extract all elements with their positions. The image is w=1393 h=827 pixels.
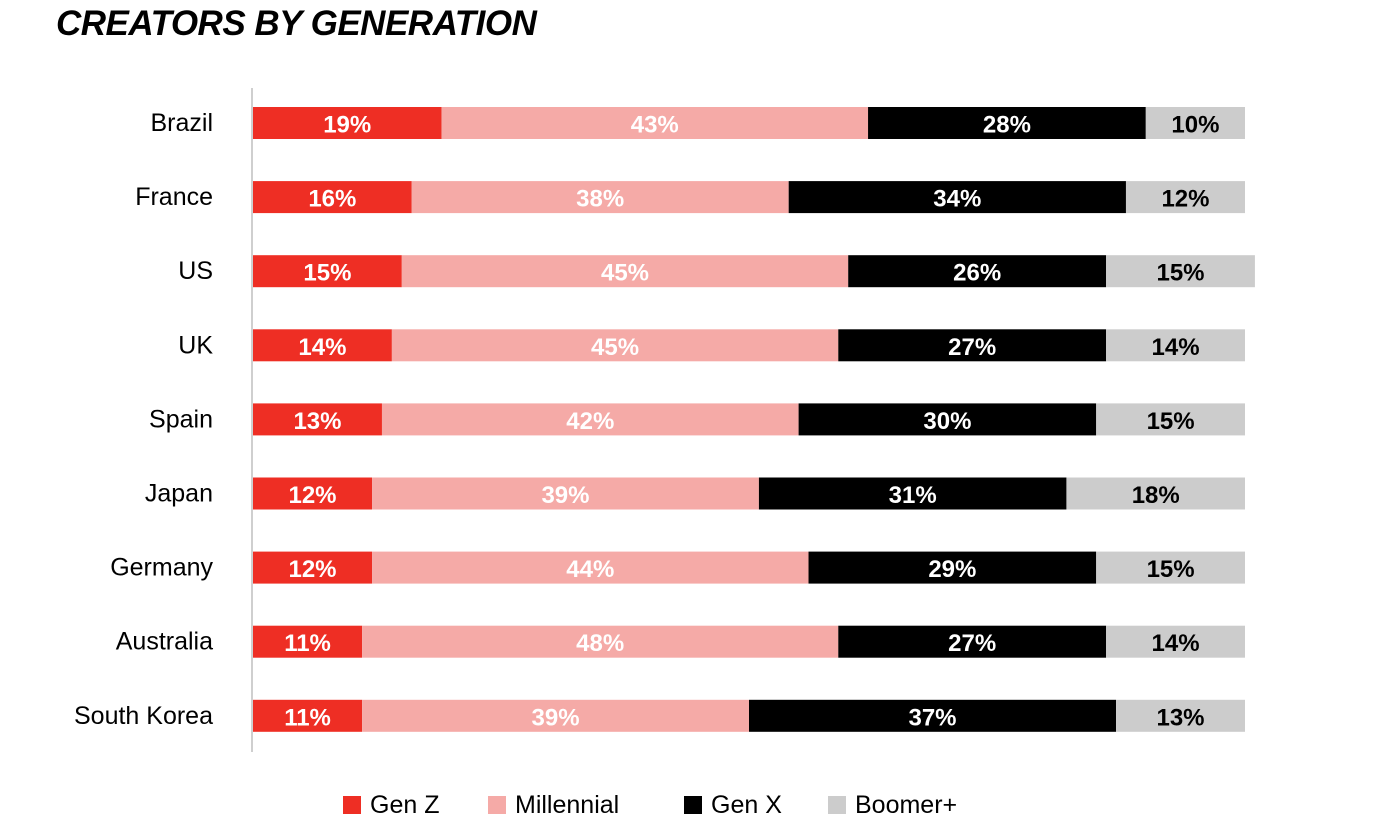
data-label-spain-gen-z: 13%	[293, 408, 341, 435]
data-label-us-gen-x: 26%	[953, 260, 1001, 287]
bar-japan-millennial	[372, 477, 759, 510]
data-label-australia-millennial: 48%	[576, 630, 624, 657]
bar-uk-gen-x	[838, 329, 1107, 362]
bar-germany-millennial	[372, 551, 809, 584]
data-label-japan-millennial: 39%	[541, 482, 589, 509]
data-label-brazil-gen-x: 28%	[983, 112, 1031, 139]
data-label-spain-boomer: 15%	[1147, 408, 1195, 435]
bar-france-gen-x	[788, 181, 1126, 214]
data-label-australia-gen-z: 11%	[284, 630, 331, 657]
bar-australia-gen-x	[838, 625, 1107, 658]
bar-spain-boomer	[1096, 403, 1245, 436]
bar-uk-gen-z	[253, 329, 392, 362]
bar-japan-boomer	[1066, 477, 1245, 510]
legend-swatch-boomer	[828, 796, 846, 814]
bars: 19% 43% 28% 10% 16% 38% 34% 12% 15% 45% 26% 15% 14% 4…	[253, 107, 1255, 732]
bar-uk-millennial	[391, 329, 839, 362]
bar-france-boomer	[1125, 181, 1245, 214]
bar-germany-gen-z	[253, 551, 373, 584]
bar-spain-gen-x	[798, 403, 1097, 436]
bar-france-gen-z	[253, 181, 412, 214]
data-label-australia-boomer: 14%	[1152, 630, 1200, 657]
category-label-brazil: Brazil	[150, 109, 213, 137]
data-label-spain-millennial: 42%	[566, 408, 614, 435]
data-label-france-gen-z: 16%	[308, 186, 356, 213]
data-label-japan-gen-x: 31%	[889, 482, 937, 509]
category-label-australia: Australia	[116, 628, 213, 656]
legend-swatch-gen-x	[684, 796, 702, 814]
category-label-south-korea: South Korea	[74, 702, 213, 730]
data-label-south-korea-millennial: 39%	[532, 704, 580, 731]
legend-label-millennial: Millennial	[515, 791, 619, 819]
bar-japan-gen-x	[758, 477, 1067, 510]
bar-us-millennial	[401, 255, 849, 288]
chart-title: CREATORS BY GENERATION	[56, 4, 537, 43]
data-label-uk-gen-x: 27%	[948, 334, 996, 361]
category-label-germany: Germany	[110, 554, 213, 582]
data-label-us-boomer: 15%	[1156, 260, 1204, 287]
bar-south-korea-millennial	[362, 699, 749, 732]
legend-label-gen-z: Gen Z	[370, 791, 439, 819]
data-label-brazil-gen-z: 19%	[323, 112, 371, 139]
category-label-uk: UK	[178, 331, 213, 359]
bar-south-korea-gen-x	[749, 699, 1117, 732]
bar-spain-gen-z	[253, 403, 382, 436]
data-label-us-millennial: 45%	[601, 260, 649, 287]
bar-brazil-millennial	[441, 107, 869, 139]
data-label-germany-gen-x: 29%	[928, 556, 976, 583]
category-label-japan: Japan	[145, 480, 213, 508]
legend-label-boomer: Boomer+	[855, 791, 957, 819]
data-label-australia-gen-x: 27%	[948, 630, 996, 657]
bar-australia-millennial	[362, 625, 839, 658]
bar-brazil-boomer	[1145, 107, 1245, 139]
data-label-germany-gen-z: 12%	[288, 556, 336, 583]
bar-south-korea-boomer	[1116, 699, 1245, 732]
legend-swatch-gen-z	[343, 796, 361, 814]
bar-france-millennial	[411, 181, 789, 214]
data-label-france-millennial: 38%	[576, 186, 624, 213]
bar-south-korea-gen-z	[253, 699, 363, 732]
category-label-us: US	[178, 257, 213, 285]
bar-germany-boomer	[1096, 551, 1245, 584]
data-label-brazil-boomer: 10%	[1171, 112, 1219, 139]
data-label-south-korea-gen-x: 37%	[908, 704, 956, 731]
legend: Gen Z Millennial Gen X Boomer+	[343, 791, 957, 819]
data-label-spain-gen-x: 30%	[923, 408, 971, 435]
data-label-uk-gen-z: 14%	[298, 334, 346, 361]
bar-australia-gen-z	[253, 625, 363, 658]
bar-germany-gen-x	[808, 551, 1097, 584]
data-label-south-korea-boomer: 13%	[1156, 704, 1204, 731]
bar-us-boomer	[1106, 255, 1255, 288]
legend-swatch-millennial	[488, 796, 506, 814]
category-label-france: France	[135, 183, 213, 211]
category-labels: Brazil France US UK Spain Japan Germany Austral…	[74, 109, 213, 730]
data-label-japan-gen-z: 12%	[288, 482, 336, 509]
data-label-france-gen-x: 34%	[933, 186, 981, 213]
bar-australia-boomer	[1106, 625, 1245, 658]
bar-japan-gen-z	[253, 477, 373, 510]
data-label-germany-boomer: 15%	[1147, 556, 1195, 583]
data-label-germany-millennial: 44%	[566, 556, 614, 583]
data-label-south-korea-gen-z: 11%	[284, 704, 331, 731]
bar-spain-millennial	[381, 403, 799, 436]
bar-brazil-gen-x	[868, 107, 1146, 139]
data-label-japan-boomer: 18%	[1132, 482, 1180, 509]
bar-uk-boomer	[1106, 329, 1245, 362]
data-label-us-gen-z: 15%	[303, 260, 351, 287]
data-label-uk-boomer: 14%	[1152, 334, 1200, 361]
bar-us-gen-z	[253, 255, 402, 288]
data-label-uk-millennial: 45%	[591, 334, 639, 361]
category-label-spain: Spain	[149, 405, 213, 433]
data-label-brazil-millennial: 43%	[631, 112, 679, 139]
bar-us-gen-x	[848, 255, 1107, 288]
bar-brazil-gen-z	[253, 107, 442, 139]
data-label-france-boomer: 12%	[1161, 186, 1209, 213]
legend-label-gen-x: Gen X	[711, 791, 782, 819]
